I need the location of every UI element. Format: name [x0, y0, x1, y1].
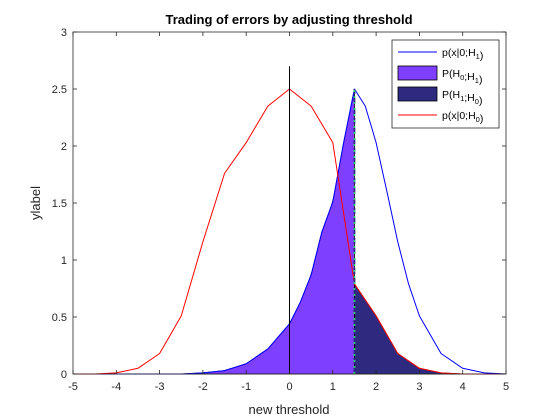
x-tick-label: 2: [373, 381, 379, 393]
x-axis-label: new threshold: [249, 402, 330, 417]
vertical-lines: [289, 66, 356, 374]
y-tick-label: 1: [61, 255, 67, 267]
legend-label-2: P(H0;H1): [442, 68, 482, 86]
legend: p(x|0;H1) P(H0;H1) P(H1;H0) p(x|0;H0): [391, 39, 500, 129]
y-tick-label: 0: [61, 369, 67, 381]
x-tick-label: -5: [68, 381, 78, 393]
chart-title: Trading of errors by adjusting threshold: [165, 12, 412, 27]
legend-box: [391, 39, 500, 129]
x-tick-label: -3: [155, 381, 165, 393]
area-fill-1: [73, 88, 355, 375]
x-tick-label: 5: [503, 381, 509, 393]
y-axis-label: ylabel: [28, 186, 43, 220]
x-tick-label: -1: [241, 381, 251, 393]
x-tick-label: -4: [111, 381, 121, 393]
y-tick-label: 2: [61, 141, 67, 153]
y-tick-label: 1.5: [52, 198, 67, 210]
y-tick-label: 0.5: [52, 312, 67, 324]
legend-label-4: p(x|0;H0): [442, 110, 483, 125]
y-tick-label: 3: [61, 27, 67, 39]
y-tick-label: 2.5: [52, 84, 67, 96]
legend-label-1: p(x|0;H1): [442, 47, 483, 62]
y-axis-ticks: 0 0.5 1 1.5 2 2.5 3: [52, 27, 506, 381]
legend-swatch-3: [397, 86, 438, 102]
x-axis-ticks: -5 -4 -3 -2 -1 0 1 2 3 4 5: [68, 32, 509, 393]
x-tick-label: -2: [198, 381, 208, 393]
x-tick-label: 1: [330, 381, 336, 393]
x-tick-label: 4: [460, 381, 466, 393]
area-fill-2: [354, 282, 506, 375]
legend-label-3: P(H1;H0): [442, 89, 482, 107]
x-tick-label: 3: [416, 381, 422, 393]
legend-swatch-2: [397, 65, 438, 81]
x-tick-label: 0: [286, 381, 292, 393]
